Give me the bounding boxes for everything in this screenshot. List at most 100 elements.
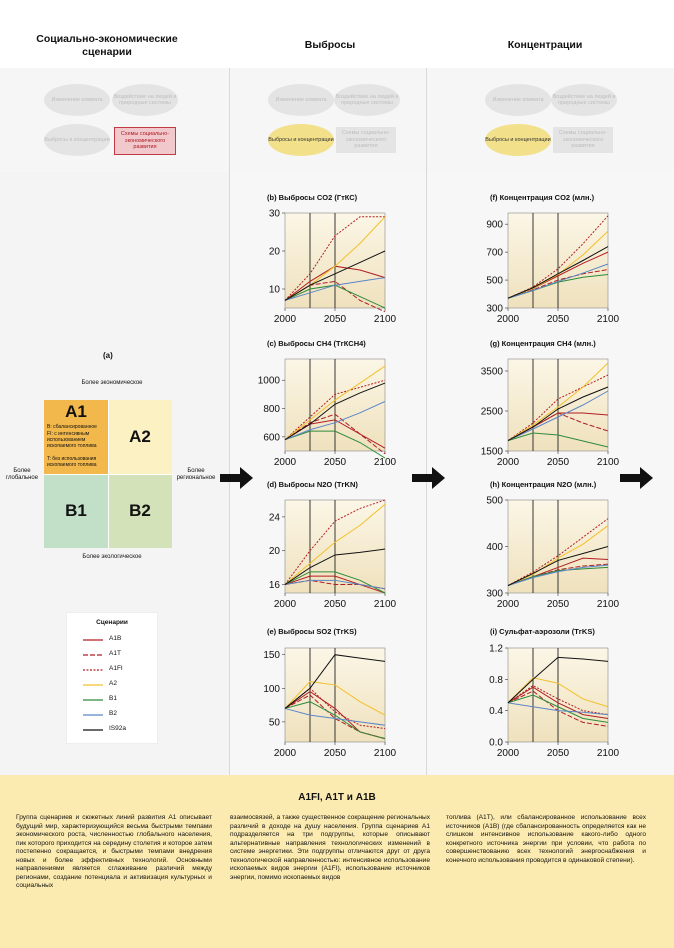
series-line-a1b: [507, 686, 609, 719]
series-line-a1fi: [284, 379, 386, 441]
series-line-b1: [284, 430, 386, 459]
x-tick-label: 2100: [597, 748, 620, 759]
x-tick-label: 2000: [497, 599, 520, 610]
legend-item: B2: [83, 710, 153, 720]
legend-item: A2: [83, 680, 153, 690]
axis-left-label: Более глобальное: [5, 468, 39, 481]
node-impacts: Воздействие на людей и природные системы: [334, 84, 400, 116]
y-tick-label: 400: [486, 542, 503, 553]
node-socio-development: Схемы социально-экономического развития: [553, 127, 613, 153]
legend-label: B2: [109, 710, 117, 717]
legend-swatch: [83, 684, 103, 686]
x-tick-label: 2100: [374, 314, 397, 325]
chart-title: (i) Сульфат-аэрозоли (TгKS): [490, 627, 595, 636]
info-paragraph-3: топлива (A1T), или сбалансированное испо…: [446, 814, 646, 864]
header-concentrations: Концентрации: [507, 39, 583, 51]
column-divider: [229, 0, 230, 775]
x-tick-label: 2100: [374, 599, 397, 610]
arrow-right-icon: [220, 467, 253, 489]
legend-item: B1: [83, 695, 153, 705]
legend-item: A1FI: [83, 665, 153, 675]
panel-label-a: (а): [103, 351, 113, 360]
series-line-b2: [284, 277, 386, 301]
chart-b: 10 20 30 2000 2050 2100: [269, 209, 397, 326]
series-line-b2: [507, 564, 609, 587]
legend: Сценарии A1B A1T A1FI A2 B1 B2 IS92a: [66, 612, 158, 744]
series-line-b2: [507, 702, 609, 716]
chart-title: (e) Выбросы SO2 (TгKS): [267, 627, 357, 636]
y-tick-label: 100: [263, 684, 280, 695]
node-emissions-conc: Выбросы и концентрации: [268, 124, 334, 156]
node-climate-change: Изменение климата: [268, 84, 334, 116]
node-diagram-3: Изменение климата Воздействие на людей и…: [427, 68, 674, 172]
y-tick-label: 900: [486, 220, 503, 231]
header-band: [0, 0, 674, 68]
series-line-is92a: [507, 386, 609, 442]
series-line-a2: [507, 525, 609, 587]
legend-label: A2: [109, 680, 117, 687]
y-tick-label: 20: [269, 546, 281, 557]
series-line-b2: [507, 263, 609, 299]
series-line-b2: [284, 401, 386, 441]
series-line-b2: [284, 707, 386, 726]
chart-title: (h) Концентрация N2O (млн.): [490, 480, 597, 489]
legend-item: A1B: [83, 635, 153, 645]
series-line-a1fi: [507, 685, 609, 716]
node-emissions-conc: Выбросы и концентрации: [485, 124, 551, 156]
series-line-a1fi: [284, 216, 385, 301]
legend-label: B1: [109, 695, 117, 702]
x-tick-label: 2100: [597, 457, 620, 468]
x-tick-label: 2100: [597, 314, 620, 325]
legend-swatch: [83, 729, 103, 731]
y-tick-label: 0.0: [489, 738, 503, 749]
y-tick-label: 150: [263, 650, 280, 661]
x-tick-label: 2100: [374, 748, 397, 759]
quadrant-a1-title: A1: [65, 402, 87, 421]
chart-i: 0.0 0.4 0.8 1.2 2000 2050 2100: [489, 644, 619, 760]
legend-item: A1T: [83, 650, 153, 660]
y-tick-label: 700: [486, 248, 503, 259]
series-line-a2: [284, 365, 386, 441]
y-tick-label: 500: [486, 496, 503, 507]
info-paragraph-1: Группа сценариев и сюжетных линий развит…: [16, 814, 212, 889]
legend-swatch: [83, 714, 103, 716]
series-line-a2: [507, 677, 609, 708]
chart-c: 600 800 1000 2000 2050 2100: [258, 358, 397, 468]
x-tick-label: 2000: [274, 457, 297, 468]
x-tick-label: 2050: [547, 748, 570, 759]
legend-label: A1FI: [109, 665, 123, 672]
y-tick-label: 30: [269, 209, 281, 220]
node-climate-change: Изменение климата: [485, 84, 551, 116]
a1-variant-b: B: сбалансированное: [47, 424, 97, 430]
x-tick-label: 2050: [547, 314, 570, 325]
series-line-a1fi: [284, 499, 386, 585]
info-box-title: A1FI, A1T и A1B: [298, 792, 376, 803]
axis-top-label: Более экономическое: [81, 380, 143, 386]
chart-title: (f) Концентрация CO2 (млн.): [490, 193, 595, 202]
quadrant-a2: A2: [108, 400, 172, 474]
quadrant-b2: B2: [108, 474, 172, 548]
y-tick-label: 24: [269, 512, 281, 523]
x-tick-label: 2000: [274, 314, 297, 325]
series-line-a2: [284, 503, 386, 585]
x-tick-label: 2100: [374, 457, 397, 468]
chart-d: 16 20 24 2000 2050 2100: [269, 499, 397, 610]
series-line-is92a: [284, 250, 386, 301]
a1-variant-fi: FI: с интенсивным использованием ископае…: [47, 431, 97, 449]
x-tick-label: 2050: [547, 599, 570, 610]
quadrant-a1: A1 B: сбалансированное FI: с интенсивным…: [44, 400, 108, 474]
legend-item: IS92a: [83, 725, 153, 735]
node-impacts: Воздействие на людей и природные системы: [112, 84, 178, 116]
chart-e: 50 100 150 2000 2050 2100: [263, 647, 397, 759]
y-tick-label: 3500: [481, 367, 504, 378]
y-tick-label: 16: [269, 580, 281, 591]
legend-label: A1T: [109, 650, 121, 657]
chart-title: (c) Выбросы CH4 (TгКCH4): [267, 339, 366, 348]
quadrant-b1: B1: [44, 474, 108, 548]
series-line-a1fi: [507, 518, 609, 587]
series-line-a1fi: [507, 374, 609, 442]
series-line-is92a: [284, 382, 386, 441]
arrow-right-icon: [412, 467, 445, 489]
series-line-a2: [507, 362, 609, 442]
chart-title: (b) Выбросы CO2 (ГтКС): [267, 193, 358, 202]
